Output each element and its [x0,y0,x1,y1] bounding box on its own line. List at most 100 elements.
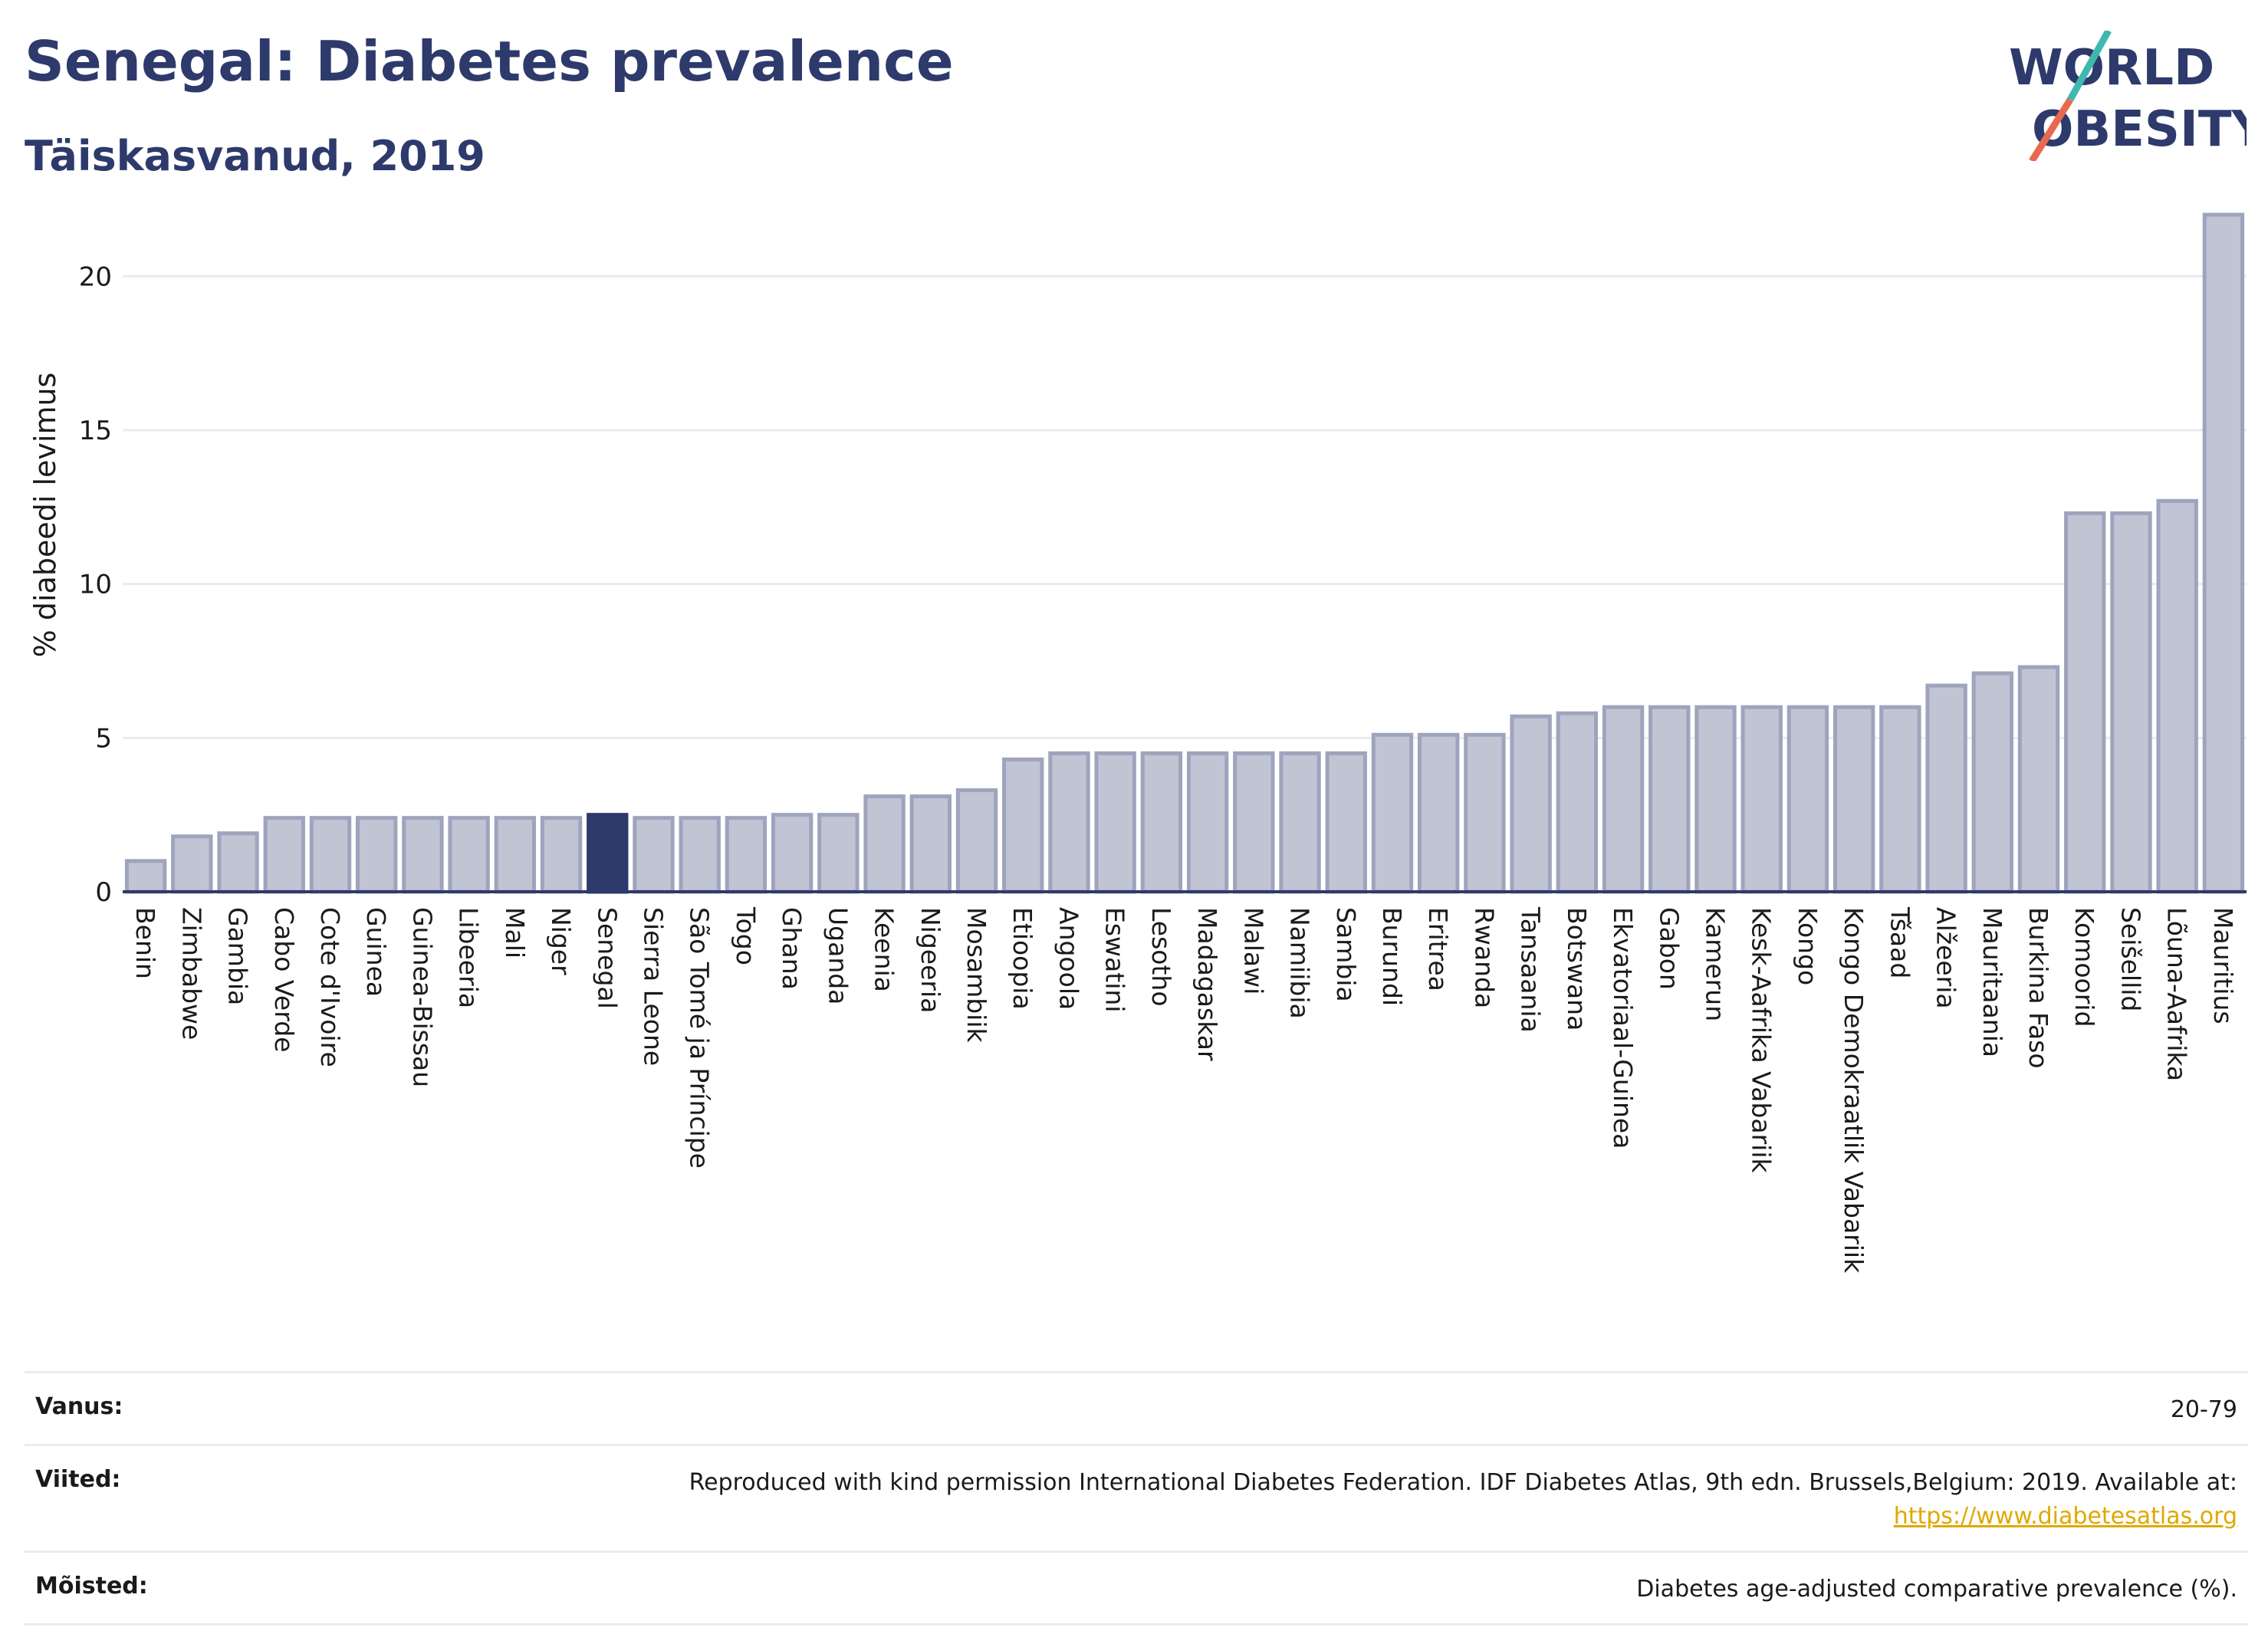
bar-togo[interactable] [725,816,768,894]
x-tick-label: Burkina Faso [2023,907,2053,1069]
x-tick-label: Eritrea [1423,907,1453,991]
bar-s-o-tom-ja-pr-ncipe[interactable] [679,816,721,894]
bar-benin[interactable] [124,859,167,894]
reference-link[interactable]: https://www.diabetesatlas.org [1893,1503,2237,1530]
bar-gambia[interactable] [217,831,259,894]
bar-niger[interactable] [540,816,583,894]
x-tick-label: Kongo [1793,907,1823,985]
x-tick-label: Seišellid [2115,907,2145,1011]
bar-malawi[interactable] [1233,751,1275,894]
y-tick-label: 10 [79,570,112,600]
bar-sei-ellid[interactable] [2110,511,2152,894]
footer-label: Viited: [35,1466,121,1493]
x-tick-label: Etioopia [1007,907,1037,1010]
bar-eswatini[interactable] [1094,751,1136,894]
logo-line2: OBESITY [2032,101,2247,158]
x-tick-label: Lesotho [1146,907,1176,1007]
x-tick-label: Cabo Verde [269,907,299,1052]
x-tick-label: Mauritaania [1977,907,2007,1057]
x-tick-label: Mauritius [2208,907,2238,1024]
bar-tansaania[interactable] [1510,714,1552,894]
x-tick-label: Uganda [823,907,853,1004]
x-tick-label: Tansaania [1516,906,1546,1033]
logo-line1: WORLD [2009,40,2214,97]
x-tick-label: Mali [500,907,530,958]
bar-etioopia[interactable] [1002,757,1044,894]
bar-mosambiik[interactable] [955,788,998,894]
x-tick-label: Rwanda [1469,907,1499,1008]
bar-eritrea[interactable] [1418,732,1460,894]
bar-al-eeria[interactable] [1925,683,1967,894]
y-tick-label: 5 [95,723,112,754]
reference-text: Reproduced with kind permission Internat… [689,1469,2237,1496]
bar-komoorid[interactable] [2064,511,2106,894]
footer-table: Vanus: 20-79 Viited: Reproduced with kin… [25,1371,2248,1626]
x-tick-label: Burundi [1377,907,1407,1006]
bar-angoola[interactable] [1048,751,1090,894]
x-tick-label: Benin [130,907,160,979]
bar-botswana[interactable] [1556,711,1599,894]
y-tick-label: 0 [95,877,112,908]
bar-mauritaania[interactable] [1971,671,2013,894]
bar-burundi[interactable] [1371,732,1414,894]
x-tick-label: Eswatini [1100,907,1130,1012]
x-tick-label: Malawi [1238,907,1268,995]
y-tick-label: 15 [79,416,112,446]
x-tick-label: Zimbabwe [176,907,206,1040]
footer-label: Vanus: [35,1393,123,1420]
footer-value: 20-79 [2170,1396,2237,1423]
bar-kongo[interactable] [1786,705,1829,894]
x-tick-label: Madagaskar [1192,907,1222,1061]
x-tick-label: Tšaad [1885,906,1915,978]
bar-mauritius[interactable] [2202,212,2245,894]
bar-l-una-aafrika[interactable] [2156,498,2198,894]
bar-libeeria[interactable] [448,816,490,894]
x-tick-label: Botswana [1562,907,1592,1031]
x-tick-label: Guinea [361,907,391,997]
footer-row-definitions: Mõisted: Diabetes age-adjusted comparati… [25,1550,2248,1626]
x-tick-label: Mosambiik [961,907,991,1044]
bar-kamerun[interactable] [1694,705,1737,894]
bar-kongo-demokraatlik-vabariik[interactable] [1832,705,1875,894]
x-tick-label: Gabon [1654,907,1684,990]
bar-guinea[interactable] [356,816,398,894]
bar-guinea-bissau[interactable] [402,816,444,894]
x-tick-label: Namiibia [1285,907,1315,1019]
x-tick-label: Ghana [777,907,807,990]
x-tick-label: Guinea-Bissau [407,907,437,1087]
x-tick-label: Alžeeria [1931,907,1961,1009]
bar-cote-d-ivoire[interactable] [309,816,352,894]
bar-lesotho[interactable] [1140,751,1183,894]
footer-value: Diabetes age-adjusted comparative preval… [1636,1576,2237,1603]
x-tick-label: Angoola [1053,907,1083,1010]
bar-uganda[interactable] [817,813,860,894]
bar-zimbabwe[interactable] [171,834,213,894]
bar-cabo-verde[interactable] [263,816,305,894]
x-tick-label: São Tomé ja Príncipe [685,907,715,1169]
bar-ekvatoriaal-guinea[interactable] [1602,705,1645,894]
bar-madagaskar[interactable] [1186,751,1229,894]
bar-senegal[interactable] [587,813,629,894]
bar-gabon[interactable] [1648,705,1691,894]
y-axis-label: % diabeedi levimus [28,373,62,658]
page-subtitle: Täiskasvanud, 2019 [25,132,485,180]
bar-nigeeria[interactable] [909,794,952,894]
bar-namiibia[interactable] [1279,751,1321,894]
x-tick-label: Gambia [223,907,253,1005]
bar-t-aad[interactable] [1879,705,1921,894]
y-tick-label: 20 [79,261,112,292]
bar-kesk-aafrika-vabariik[interactable] [1740,705,1783,894]
bar-sierra-leone[interactable] [633,816,675,894]
bar-mali[interactable] [494,816,537,894]
x-tick-label: Kongo Demokraatlik Vabariik [1839,907,1869,1274]
bar-ghana[interactable] [771,813,814,894]
bar-sambia[interactable] [1325,751,1367,894]
x-tick-label: Libeeria [454,907,484,1008]
bar-keenia[interactable] [863,794,906,894]
bar-burkina-faso[interactable] [2017,665,2060,894]
x-tick-label: Niger [546,907,576,975]
x-tick-label: Sambia [1331,907,1361,1002]
page-title: Senegal: Diabetes prevalence [25,29,954,94]
logo-slash-teal [2067,31,2112,102]
bar-rwanda[interactable] [1464,732,1506,894]
